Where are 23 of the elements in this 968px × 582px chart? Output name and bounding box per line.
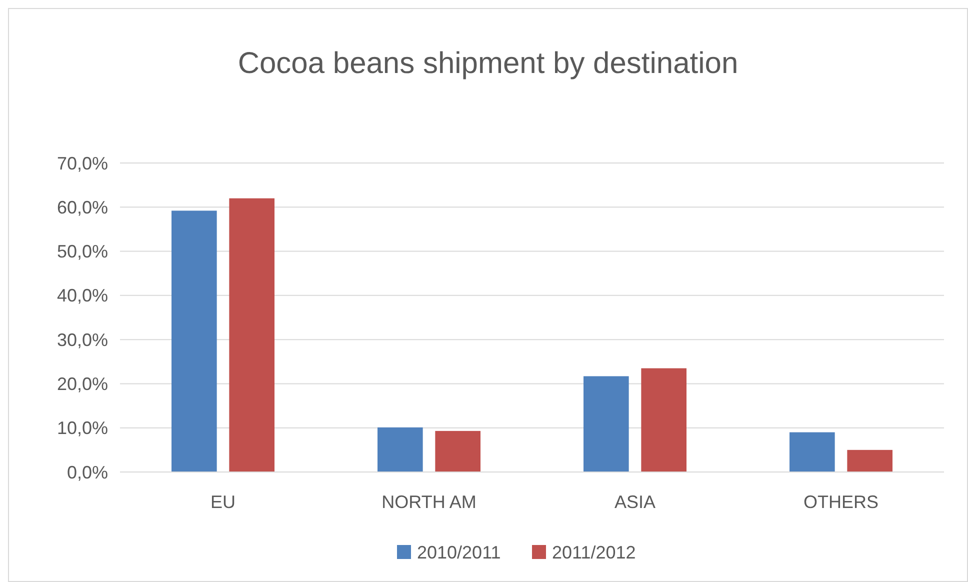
y-tick-label: 70,0% <box>56 153 108 174</box>
x-tick-label: OTHERS <box>803 492 879 512</box>
bar <box>790 432 835 472</box>
y-tick-label: 40,0% <box>56 286 108 306</box>
y-tick-label: 50,0% <box>56 242 108 262</box>
bar <box>172 210 217 472</box>
bar <box>584 376 629 472</box>
legend-label: 2010/2011 <box>417 542 501 562</box>
x-tick-label: NORTH AM <box>382 492 476 512</box>
x-tick-label: ASIA <box>614 492 656 512</box>
y-tick-label: 10,0% <box>56 418 108 438</box>
x-tick-label: EU <box>210 492 236 512</box>
chart-title: Cocoa beans shipment by destination <box>238 47 738 80</box>
legend-label: 2011/2012 <box>552 542 636 562</box>
bar <box>229 198 274 472</box>
y-tick-label: 0,0% <box>66 462 108 482</box>
bar <box>435 430 480 472</box>
y-tick-label: 60,0% <box>56 197 108 218</box>
y-tick-label: 30,0% <box>56 330 108 350</box>
bar <box>378 427 423 472</box>
bar <box>641 368 686 472</box>
y-tick-label: 20,0% <box>56 374 108 394</box>
bar <box>847 450 892 472</box>
